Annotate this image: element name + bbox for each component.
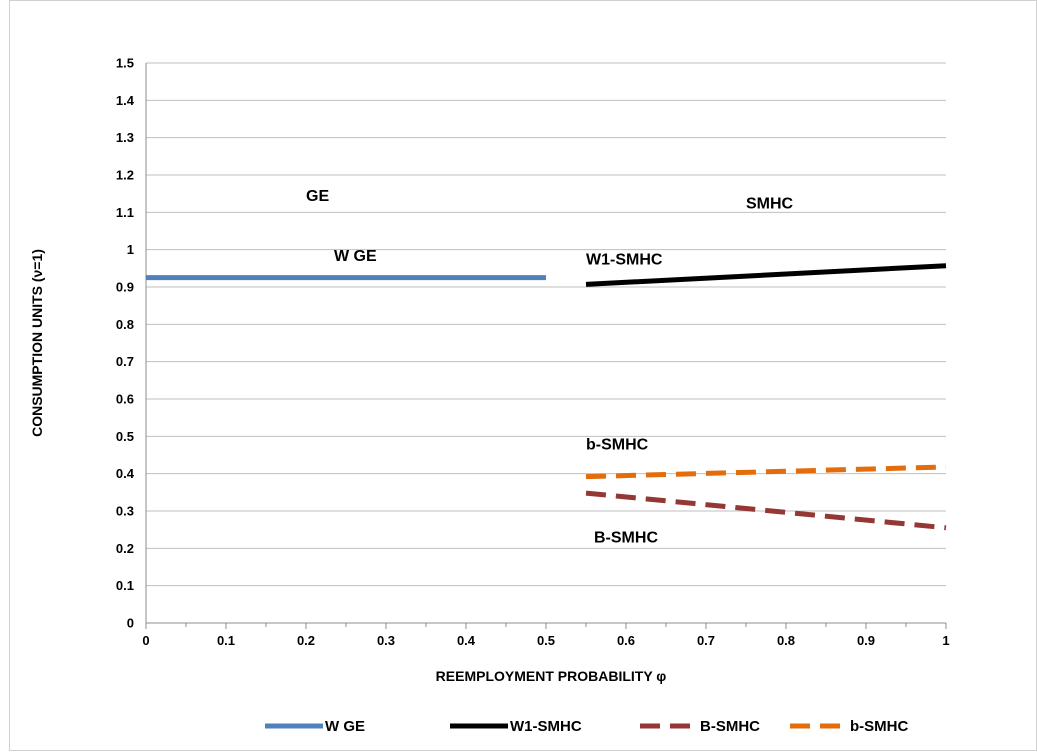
annotation-0: GE [306, 188, 329, 205]
x-tick-label: 0.6 [617, 633, 635, 648]
y-tick-label: 1.2 [116, 168, 134, 183]
legend: W GE W1-SMHC B-SMHC b-SMHC [265, 718, 908, 735]
x-tick-label: 0.7 [697, 633, 715, 648]
annotation-3: W1-SMHC [586, 252, 663, 269]
x-tick-label: 0.2 [297, 633, 315, 648]
annotations: GE SMHC W GE W1-SMHC b-SMHC B-SMHC [306, 188, 794, 547]
legend-label-0: W GE [325, 718, 365, 735]
gridlines [146, 62, 946, 587]
y-tick-label: 0.8 [116, 317, 134, 332]
legend-label-3: b-SMHC [850, 718, 908, 735]
x-tick-label: 0 [142, 633, 149, 648]
x-tick-label: 1 [942, 633, 949, 648]
x-tick-label: 0.1 [217, 633, 235, 648]
y-tick-label: 0.2 [116, 541, 134, 556]
y-axis-title: CONSUMPTION UNITS (ν=1) [29, 249, 45, 437]
x-tick-labels: 0 0.1 0.2 0.3 0.4 0.5 0.6 0.7 0.8 0.9 1 [142, 633, 949, 648]
y-tick-label: 0.6 [116, 392, 134, 407]
axes [145, 63, 947, 629]
x-tick-label: 0.8 [777, 633, 795, 648]
y-tick-labels: 0 0.1 0.2 0.3 0.4 0.5 0.6 0.7 0.8 0.9 1 1.1 1.2 1.3 1.… [116, 56, 135, 631]
x-tick-label: 0.9 [857, 633, 875, 648]
y-tick-label: 1.5 [116, 56, 134, 71]
annotation-4: b-SMHC [586, 436, 649, 453]
y-tick-label: 1.4 [116, 93, 135, 108]
y-tick-label: 1 [127, 242, 134, 257]
y-tick-label: 0.9 [116, 280, 134, 295]
series-line-2 [585, 490, 947, 531]
line-chart: 0 0.1 0.2 0.3 0.4 0.5 0.6 0.7 0.8 0.9 1 1.1 1.2 1.3 1.… [29, 56, 950, 736]
x-tick-label: 0.3 [377, 633, 395, 648]
x-axis-title: REEMPLOYMENT PROBABILITY φ [436, 668, 667, 684]
legend-label-1: W1-SMHC [510, 718, 582, 735]
y-tick-label: 0.1 [116, 578, 134, 593]
annotation-2: W GE [334, 248, 377, 265]
series-line-1 [585, 263, 947, 287]
annotation-1: SMHC [746, 196, 794, 213]
y-tick-label: 0.3 [116, 504, 134, 519]
y-tick-label: 0.4 [116, 466, 135, 481]
chart-frame: 0 0.1 0.2 0.3 0.4 0.5 0.6 0.7 0.8 0.9 1 1.1 1.2 1.3 1.… [9, 0, 1037, 751]
y-tick-label: 0.5 [116, 429, 134, 444]
x-tick-label: 0.5 [537, 633, 555, 648]
y-tick-label: 0.7 [116, 354, 134, 369]
y-tick-label: 1.3 [116, 130, 134, 145]
series-line-3 [585, 464, 947, 480]
annotation-5: B-SMHC [594, 530, 658, 547]
x-tick-label: 0.4 [457, 633, 476, 648]
series-lines [146, 263, 947, 531]
y-tick-label: 1.1 [116, 205, 134, 220]
legend-label-2: B-SMHC [700, 718, 760, 735]
y-tick-label: 0 [127, 616, 134, 631]
